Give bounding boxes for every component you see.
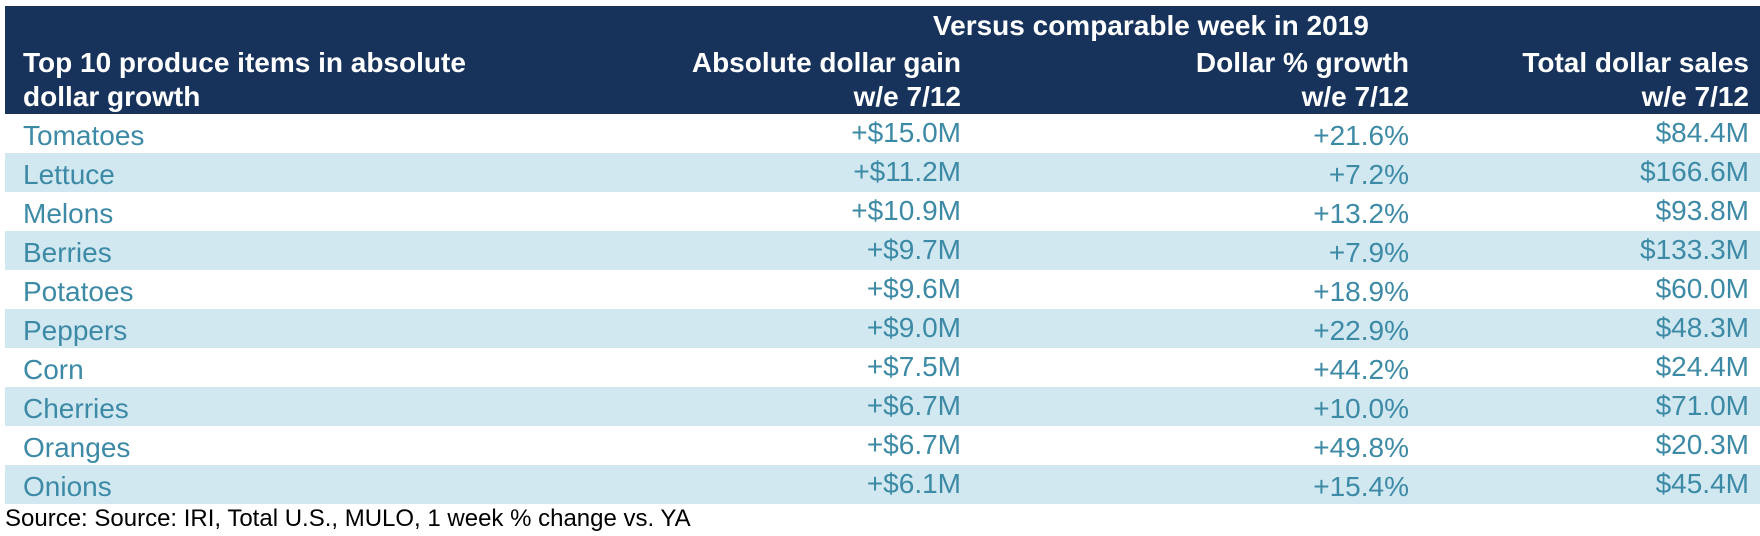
cell-gain: +$6.1M (866, 468, 961, 499)
header-gain: Absolute dollar gain w/e 7/12 (565, 46, 961, 114)
cell-gain: +$10.9M (851, 195, 961, 226)
header-sales: Total dollar sales w/e 7/12 (1415, 46, 1749, 114)
table-row: Tomatoes +$15.0M +21.6% $84.4M (5, 114, 1760, 153)
cell-sales: $166.6M (1640, 156, 1749, 187)
header-gain-line1: Absolute dollar gain (691, 47, 961, 78)
table-row: Berries +$9.7M +7.9% $133.3M (5, 231, 1760, 270)
cell-gain: +$9.6M (866, 273, 961, 304)
cell-item: Corn (23, 354, 84, 385)
cell-sales: $45.4M (1655, 468, 1749, 499)
table-row: Lettuce +$11.2M +7.2% $166.6M (5, 153, 1760, 192)
cell-sales: $24.4M (1655, 351, 1749, 382)
cell-growth: +7.2% (1328, 159, 1409, 190)
cell-item: Potatoes (23, 276, 134, 307)
header-sales-line2: w/e 7/12 (1641, 81, 1749, 112)
cell-gain: +$6.7M (866, 429, 961, 460)
table-header: Top 10 produce items in absolute dollar … (5, 6, 1760, 114)
cell-item: Melons (23, 198, 114, 229)
table-row: Onions +$6.1M +15.4% $45.4M (5, 465, 1760, 504)
cell-growth: +22.9% (1313, 315, 1409, 346)
cell-item: Tomatoes (23, 120, 145, 151)
header-sales-line1: Total dollar sales (1522, 47, 1749, 78)
produce-growth-table: Top 10 produce items in absolute dollar … (5, 6, 1760, 504)
table-row: Peppers +$9.0M +22.9% $48.3M (5, 309, 1760, 348)
table-row: Corn +$7.5M +44.2% $24.4M (5, 348, 1760, 387)
cell-gain: +$15.0M (851, 117, 961, 148)
cell-item: Onions (23, 471, 112, 502)
cell-gain: +$7.5M (866, 351, 961, 382)
source-note: Source: Source: IRI, Total U.S., MULO, 1… (5, 505, 691, 532)
cell-growth: +44.2% (1313, 354, 1409, 385)
table-row: Oranges +$6.7M +49.8% $20.3M (5, 426, 1760, 465)
cell-gain: +$11.2M (853, 156, 961, 187)
cell-gain: +$6.7M (866, 390, 961, 421)
cell-item: Lettuce (23, 159, 115, 190)
header-gain-line2: w/e 7/12 (853, 81, 961, 112)
cell-growth: +18.9% (1313, 276, 1409, 307)
table-body: Tomatoes +$15.0M +21.6% $84.4M Lettuce +$11.2… (5, 114, 1760, 504)
cell-item: Oranges (23, 432, 131, 463)
cell-sales: $71.0M (1655, 390, 1749, 421)
cell-sales: $93.8M (1655, 195, 1749, 226)
header-growth-line2: w/e 7/12 (1301, 81, 1409, 112)
cell-growth: +10.0% (1313, 393, 1409, 424)
cell-sales: $133.3M (1640, 234, 1749, 265)
cell-gain: +$9.7M (866, 234, 961, 265)
header-group-label: Versus comparable week in 2019 (933, 10, 1369, 41)
cell-gain: +$9.0M (866, 312, 961, 343)
cell-growth: +49.8% (1313, 432, 1409, 463)
cell-sales: $60.0M (1655, 273, 1749, 304)
table-row: Cherries +$6.7M +10.0% $71.0M (5, 387, 1760, 426)
cell-growth: +7.9% (1328, 237, 1409, 268)
table-row: Melons +$10.9M +13.2% $93.8M (5, 192, 1760, 231)
cell-growth: +21.6% (1313, 120, 1409, 151)
table-row: Potatoes +$9.6M +18.9% $60.0M (5, 270, 1760, 309)
cell-item: Peppers (23, 315, 128, 346)
header-growth-line1: Dollar % growth (1195, 47, 1409, 78)
cell-sales: $48.3M (1655, 312, 1749, 343)
header-growth: Dollar % growth w/e 7/12 (965, 46, 1409, 114)
cell-growth: +13.2% (1313, 198, 1409, 229)
cell-item: Berries (23, 237, 112, 268)
cell-sales: $84.4M (1655, 117, 1749, 148)
cell-sales: $20.3M (1655, 429, 1749, 460)
cell-growth: +15.4% (1313, 471, 1409, 502)
header-item-label: Top 10 produce items in absolute dollar … (23, 47, 466, 112)
cell-item: Cherries (23, 393, 129, 424)
